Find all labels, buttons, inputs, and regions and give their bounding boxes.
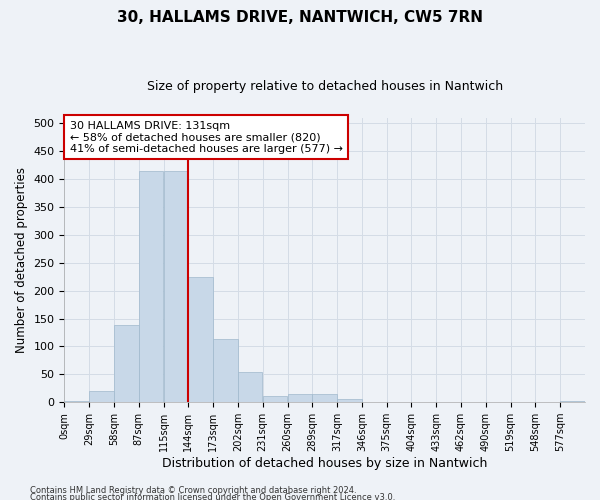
Text: Contains public sector information licensed under the Open Government Licence v3: Contains public sector information licen…: [30, 494, 395, 500]
Bar: [287, 394, 312, 402]
Bar: [89, 390, 114, 402]
Bar: [560, 401, 585, 402]
Bar: [263, 396, 287, 402]
Bar: [238, 372, 262, 402]
Bar: [213, 338, 238, 402]
Bar: [164, 171, 188, 402]
X-axis label: Distribution of detached houses by size in Nantwich: Distribution of detached houses by size …: [162, 457, 487, 470]
Title: Size of property relative to detached houses in Nantwich: Size of property relative to detached ho…: [146, 80, 503, 93]
Text: 30, HALLAMS DRIVE, NANTWICH, CW5 7RN: 30, HALLAMS DRIVE, NANTWICH, CW5 7RN: [117, 10, 483, 25]
Text: Contains HM Land Registry data © Crown copyright and database right 2024.: Contains HM Land Registry data © Crown c…: [30, 486, 356, 495]
Bar: [114, 326, 139, 402]
Bar: [337, 399, 362, 402]
Bar: [139, 171, 163, 402]
Bar: [313, 394, 337, 402]
Bar: [64, 400, 89, 402]
Bar: [188, 278, 213, 402]
Text: 30 HALLAMS DRIVE: 131sqm
← 58% of detached houses are smaller (820)
41% of semi-: 30 HALLAMS DRIVE: 131sqm ← 58% of detach…: [70, 120, 343, 154]
Y-axis label: Number of detached properties: Number of detached properties: [15, 167, 28, 353]
